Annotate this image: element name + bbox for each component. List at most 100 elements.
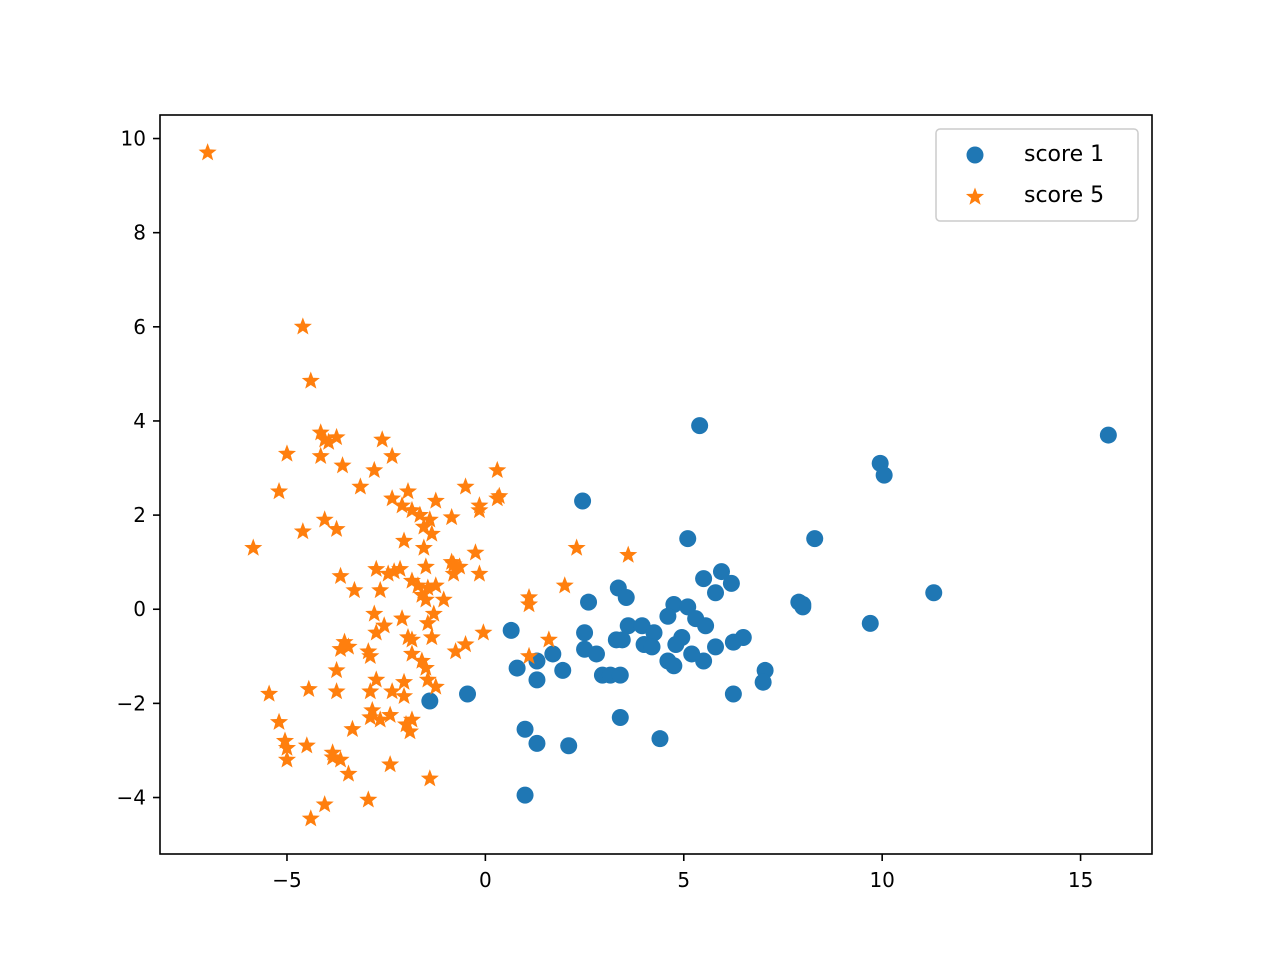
x-tick-label: 10 bbox=[869, 868, 894, 892]
data-point-star bbox=[470, 500, 489, 519]
data-point-star bbox=[418, 613, 437, 632]
data-point-star bbox=[359, 790, 378, 808]
data-point-star bbox=[375, 616, 394, 634]
data-point-star bbox=[402, 571, 421, 589]
data-point-circle bbox=[707, 638, 725, 656]
data-point-star bbox=[365, 604, 384, 622]
data-point-circle bbox=[707, 584, 725, 602]
data-point-star bbox=[488, 460, 507, 479]
series-2 bbox=[198, 143, 638, 827]
data-point-star bbox=[323, 748, 342, 766]
data-point-star bbox=[395, 686, 414, 704]
data-point-star bbox=[383, 489, 402, 507]
data-point-circle bbox=[516, 720, 534, 738]
data-point-star bbox=[331, 566, 350, 584]
data-point-star bbox=[402, 630, 421, 648]
y-axis: −4 −2 0 2 4 6 8 10 bbox=[117, 127, 160, 810]
data-point-star bbox=[400, 722, 420, 740]
data-point-star bbox=[383, 682, 402, 700]
y-tick-label: 2 bbox=[133, 503, 146, 527]
data-point-star bbox=[434, 590, 453, 608]
data-point-star bbox=[383, 446, 402, 464]
data-point-circle bbox=[617, 588, 635, 606]
data-point-star bbox=[260, 684, 279, 702]
data-point-star bbox=[412, 585, 431, 603]
data-point-star bbox=[391, 559, 410, 577]
data-point-star bbox=[343, 719, 362, 737]
data-point-circle bbox=[574, 492, 592, 510]
data-point-star bbox=[275, 731, 295, 749]
data-point-circle bbox=[679, 530, 697, 548]
data-point-star bbox=[361, 708, 380, 726]
data-point-circle bbox=[697, 617, 715, 635]
data-point-star bbox=[470, 564, 489, 582]
data-point-circle bbox=[613, 631, 631, 649]
data-point-star bbox=[379, 564, 398, 582]
data-point-star bbox=[301, 371, 320, 389]
data-point-circle bbox=[754, 673, 772, 691]
data-point-circle bbox=[712, 563, 730, 581]
data-point-circle bbox=[587, 645, 605, 663]
data-point-star bbox=[444, 564, 463, 582]
data-point-star bbox=[331, 639, 350, 657]
data-point-star bbox=[555, 576, 574, 594]
x-tick-label: 0 bbox=[479, 868, 492, 892]
data-point-star bbox=[519, 595, 539, 613]
data-point-star bbox=[408, 576, 427, 594]
data-point-star bbox=[412, 651, 431, 669]
data-point-star bbox=[319, 432, 338, 450]
data-point-circle bbox=[722, 574, 740, 592]
legend-box bbox=[935, 128, 1139, 222]
data-point-circle bbox=[560, 737, 578, 755]
data-point-star bbox=[381, 705, 400, 723]
data-point-circle bbox=[508, 659, 526, 677]
data-point-star bbox=[381, 755, 400, 773]
y-tick-label: 6 bbox=[133, 315, 146, 339]
data-point-circle bbox=[861, 614, 879, 632]
data-point-star bbox=[277, 750, 297, 768]
y-tick-label: 8 bbox=[133, 221, 146, 245]
plot-frame bbox=[159, 114, 1153, 855]
data-point-star bbox=[414, 517, 433, 535]
data-point-star bbox=[373, 430, 392, 448]
data-point-circle bbox=[544, 645, 562, 663]
data-point-star bbox=[299, 679, 318, 697]
data-point-star bbox=[446, 642, 465, 660]
y-tick-label: −2 bbox=[117, 691, 146, 715]
data-point-star bbox=[490, 486, 509, 504]
data-point-star bbox=[270, 712, 289, 730]
data-point-circle bbox=[528, 734, 546, 752]
data-point-circle bbox=[643, 638, 661, 656]
data-point-circle bbox=[794, 596, 812, 614]
x-tick-label: −5 bbox=[272, 868, 301, 892]
y-tick-label: 10 bbox=[121, 127, 146, 151]
data-point-star bbox=[363, 700, 382, 719]
data-point-circle bbox=[554, 661, 572, 679]
data-point-star bbox=[426, 677, 445, 695]
data-point-star bbox=[410, 505, 429, 523]
data-point-circle bbox=[580, 593, 598, 611]
data-point-star bbox=[418, 578, 437, 596]
data-point-star bbox=[371, 710, 390, 728]
data-point-star bbox=[426, 491, 445, 509]
data-point-star bbox=[456, 635, 475, 653]
data-point-star bbox=[393, 496, 412, 514]
data-point-star bbox=[385, 562, 404, 580]
x-axis: −5 0 5 10 15 bbox=[272, 854, 1093, 892]
data-point-star bbox=[456, 477, 475, 495]
data-point-star bbox=[327, 660, 346, 679]
data-point-circle bbox=[806, 530, 824, 548]
series-1 bbox=[421, 417, 1117, 804]
legend: score 1 score 5 bbox=[935, 128, 1139, 222]
data-point-circle bbox=[665, 657, 683, 675]
data-point-star bbox=[335, 632, 354, 650]
data-point-star bbox=[567, 538, 586, 556]
data-point-star bbox=[351, 477, 370, 495]
data-point-star bbox=[539, 630, 558, 648]
y-tick-label: −4 bbox=[117, 786, 146, 810]
data-point-star bbox=[474, 623, 493, 641]
data-point-star bbox=[402, 710, 421, 728]
data-point-star bbox=[422, 524, 441, 542]
data-point-star bbox=[345, 580, 364, 599]
data-point-star bbox=[277, 738, 297, 756]
